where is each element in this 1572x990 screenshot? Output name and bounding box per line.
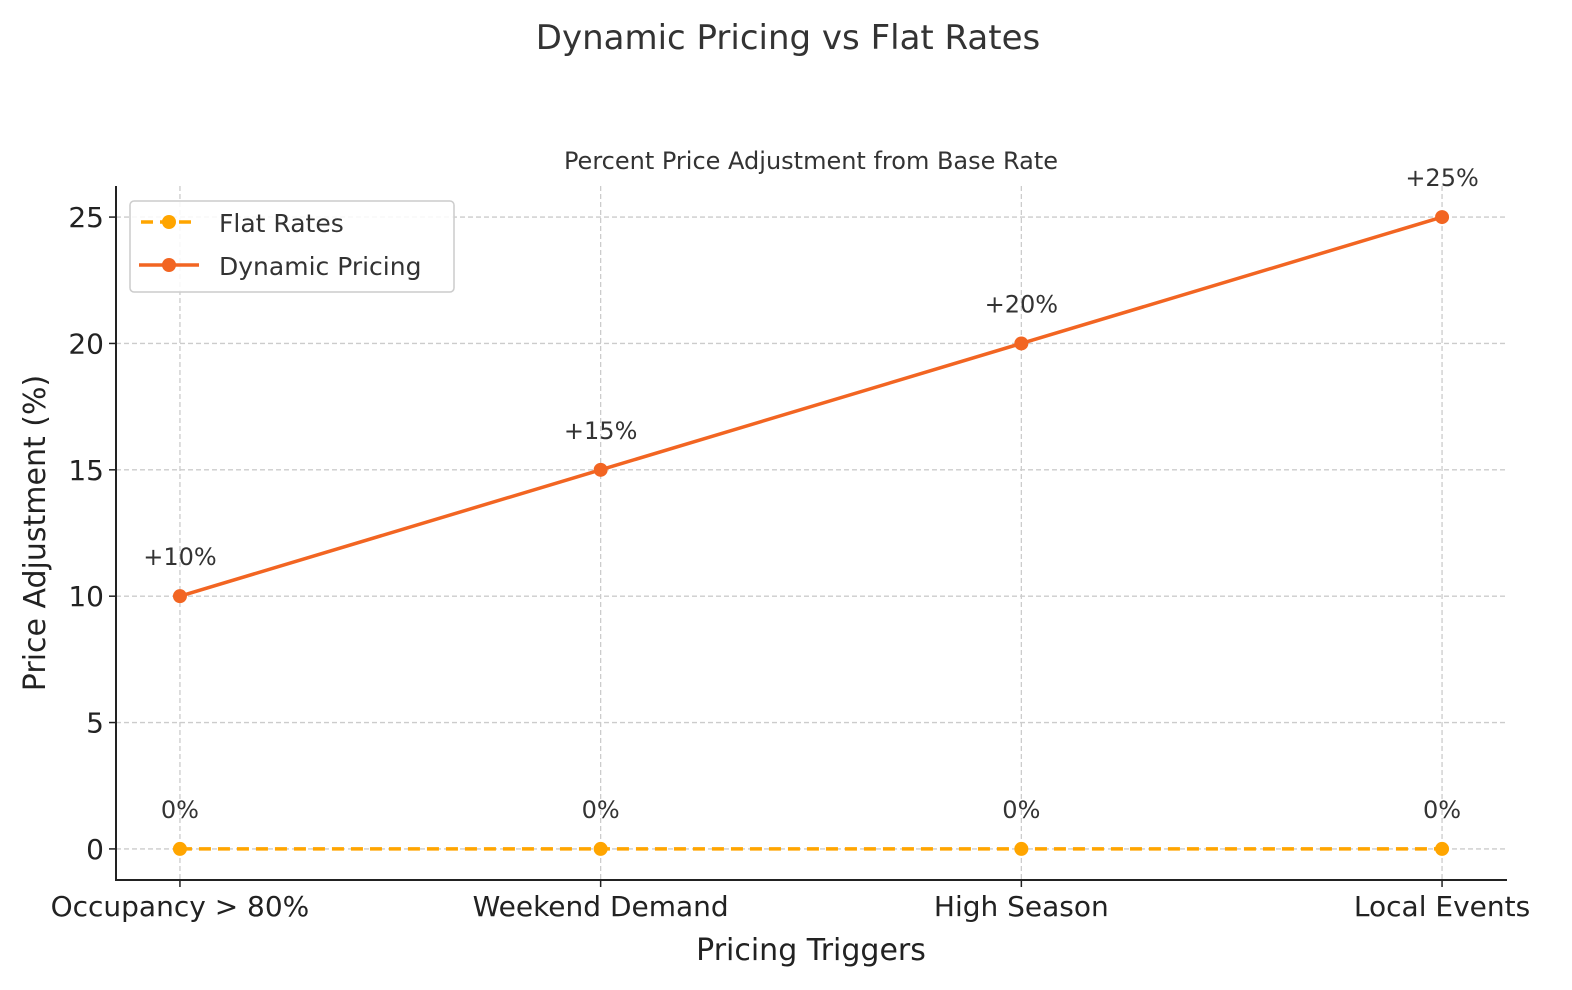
ticks: 0 5 10 15 20 25 Occupancy > 80% Weekend Demand H…: [51, 201, 1531, 923]
axes: [115, 186, 1507, 881]
y-tick-label: 15: [68, 454, 104, 487]
grid: [116, 186, 1506, 880]
flat-rates-data-label: 0%: [582, 796, 620, 824]
flat-rates-marker: [172, 841, 187, 856]
dynamic-pricing-data-label: +20%: [985, 290, 1058, 318]
x-tick-label: High Season: [934, 890, 1109, 923]
flat-rates-data-label: 0%: [1002, 796, 1040, 824]
dynamic-pricing-marker: [1435, 210, 1450, 225]
x-tick-label: Local Events: [1354, 890, 1530, 923]
chart-subtitle: Percent Price Adjustment from Base Rate: [564, 147, 1058, 175]
flat-rates-marker: [593, 841, 608, 856]
x-tick-label: Weekend Demand: [473, 890, 729, 923]
flat-rates-marker: [1435, 841, 1450, 856]
series-lines: 0% 0% 0% 0% +10% +15% +20% +25%: [143, 164, 1479, 856]
dynamic-pricing-data-label: +25%: [1405, 164, 1478, 192]
y-tick-label: 0: [86, 833, 104, 866]
y-tick-label: 10: [68, 580, 104, 613]
dynamic-pricing-marker: [1014, 336, 1029, 351]
dynamic-pricing-data-label: +10%: [143, 543, 216, 571]
y-tick-label: 5: [86, 707, 104, 740]
x-axis-label: Pricing Triggers: [696, 933, 926, 968]
dynamic-pricing-data-label: +15%: [564, 417, 637, 445]
legend: Flat Rates Dynamic Pricing: [129, 200, 455, 293]
dynamic-pricing-marker: [593, 462, 608, 477]
legend-flat-label: Flat Rates: [219, 209, 344, 238]
legend-dynamic-marker: [162, 258, 176, 272]
y-tick-label: 20: [68, 327, 104, 360]
y-axis-label: Price Adjustment (%): [18, 375, 53, 691]
y-tick-label: 25: [68, 201, 104, 234]
legend-box: [129, 200, 455, 293]
dynamic-pricing-line: [179, 215, 1443, 598]
legend-flat-marker: [162, 215, 176, 229]
legend-dynamic-label: Dynamic Pricing: [219, 252, 421, 281]
x-tick-label: Occupancy > 80%: [51, 890, 310, 923]
dynamic-pricing-marker: [172, 589, 187, 604]
flat-rates-marker: [1014, 841, 1029, 856]
flat-rates-data-label: 0%: [161, 796, 199, 824]
flat-rates-data-label: 0%: [1423, 796, 1461, 824]
chart-title: Dynamic Pricing vs Flat Rates: [536, 18, 1040, 58]
